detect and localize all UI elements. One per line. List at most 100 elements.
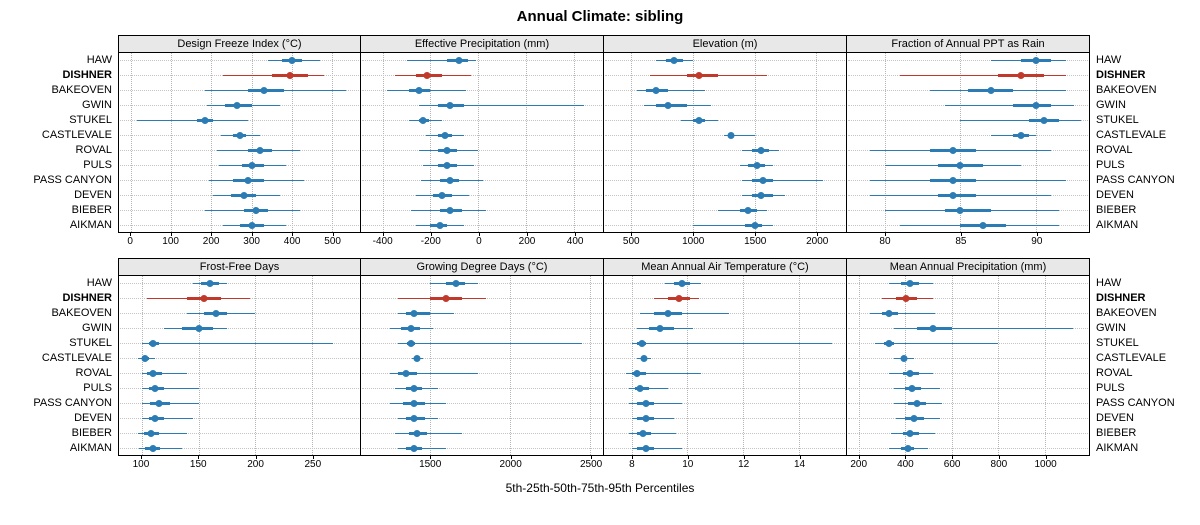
gridline-vertical — [131, 53, 133, 232]
panel-plot-area — [361, 276, 604, 456]
gutter-axis-spacer — [1090, 456, 1196, 472]
median-dot — [260, 87, 268, 94]
series-row — [119, 426, 360, 441]
series-row — [119, 351, 360, 366]
median-dot — [979, 222, 987, 229]
gridline-horizontal — [120, 403, 359, 404]
axis-tick-label: 1500 — [419, 459, 442, 470]
median-dot — [413, 430, 421, 437]
series-row — [604, 336, 846, 351]
axis-tick — [130, 233, 132, 236]
panel-x-axis: 1500 2000 2500 — [361, 456, 604, 472]
whisker-5-95 — [397, 343, 583, 344]
station-label: ROVAL — [1096, 367, 1133, 379]
median-dot — [929, 325, 937, 332]
panel: Mean Annual Precipitation (mm) 200 400 600 8… — [847, 258, 1090, 472]
series-row — [847, 188, 1089, 203]
series-row — [847, 411, 1089, 426]
gridline-vertical — [478, 53, 480, 232]
station-label: DISHNER — [62, 292, 112, 304]
median-dot — [248, 222, 256, 229]
gridline-horizontal — [605, 298, 845, 299]
whisker-5-95 — [137, 120, 248, 121]
gutter-axis-spacer — [1090, 233, 1196, 249]
gridline-horizontal — [362, 373, 602, 374]
gridline-vertical — [526, 53, 528, 232]
panel-title: Frost-Free Days — [118, 258, 361, 276]
panel-x-axis: -400 -200 0 200 400 — [361, 233, 604, 249]
series-row — [361, 143, 603, 158]
gridline-horizontal — [605, 150, 845, 151]
median-dot — [407, 340, 415, 347]
axis-tick-label: -400 — [372, 236, 393, 247]
whisker-5-95 — [141, 373, 188, 374]
series-row — [119, 441, 360, 455]
series-row — [847, 321, 1089, 336]
axis-tick — [140, 456, 142, 459]
median-dot — [151, 415, 159, 422]
median-dot — [155, 400, 163, 407]
median-dot — [900, 355, 908, 362]
whisker-5-95 — [874, 343, 999, 344]
panel: Elevation (m) 500 1000 1500 2000 — [604, 35, 847, 249]
series-row — [847, 203, 1089, 218]
gridline-horizontal — [120, 283, 359, 284]
station-label: BAKEOVEN — [1096, 84, 1157, 96]
axis-tick — [905, 456, 907, 459]
series-row — [119, 396, 360, 411]
whisker-5-95 — [870, 313, 936, 314]
box-25-75 — [1013, 104, 1052, 107]
gridline-horizontal — [605, 328, 845, 329]
gridline-vertical — [998, 276, 1000, 455]
series-row — [847, 381, 1089, 396]
panel-title: Growing Degree Days (°C) — [361, 258, 604, 276]
axis-tick — [817, 233, 819, 236]
gridline-vertical — [255, 276, 257, 455]
station-label: CASTLEVALE — [41, 129, 112, 141]
median-dot — [664, 310, 672, 317]
whisker-5-95 — [141, 388, 199, 389]
gridline-vertical — [631, 276, 633, 455]
median-dot — [212, 310, 220, 317]
gridline-vertical — [429, 276, 431, 455]
gridline-horizontal — [120, 388, 359, 389]
median-dot — [446, 102, 454, 109]
axis-tick-label: 400 — [283, 236, 301, 247]
median-dot — [639, 430, 647, 437]
series-row — [847, 396, 1089, 411]
gridline-vertical — [884, 53, 886, 232]
axis-tick-label: 400 — [566, 236, 584, 247]
median-dot — [695, 117, 703, 124]
station-label: AIKMAN — [1096, 442, 1139, 454]
whisker-5-95 — [629, 403, 682, 404]
station-label: ROVAL — [75, 367, 112, 379]
median-dot — [638, 340, 646, 347]
series-row — [361, 173, 603, 188]
gridline-horizontal — [362, 388, 602, 389]
median-dot — [442, 295, 450, 302]
gridline-vertical — [590, 276, 592, 455]
gridline-horizontal — [120, 448, 359, 449]
median-dot — [757, 147, 765, 154]
axis-tick-label: 12 — [738, 459, 750, 470]
gridline-vertical — [631, 53, 633, 232]
median-dot — [149, 340, 157, 347]
median-dot — [1032, 102, 1040, 109]
series-row — [604, 396, 846, 411]
series-row — [604, 68, 846, 83]
median-dot — [636, 385, 644, 392]
series-row — [361, 426, 603, 441]
gridline-vertical — [331, 53, 333, 232]
median-dot — [642, 445, 650, 452]
gridline-horizontal — [362, 135, 602, 136]
median-dot — [410, 415, 418, 422]
gridline-horizontal — [120, 328, 359, 329]
series-row — [361, 128, 603, 143]
series-row — [847, 291, 1089, 306]
median-dot — [438, 192, 446, 199]
gridline-horizontal — [605, 60, 845, 61]
station-label: AIKMAN — [1096, 219, 1139, 231]
axis-tick-label: 1000 — [682, 236, 705, 247]
median-dot — [949, 177, 957, 184]
